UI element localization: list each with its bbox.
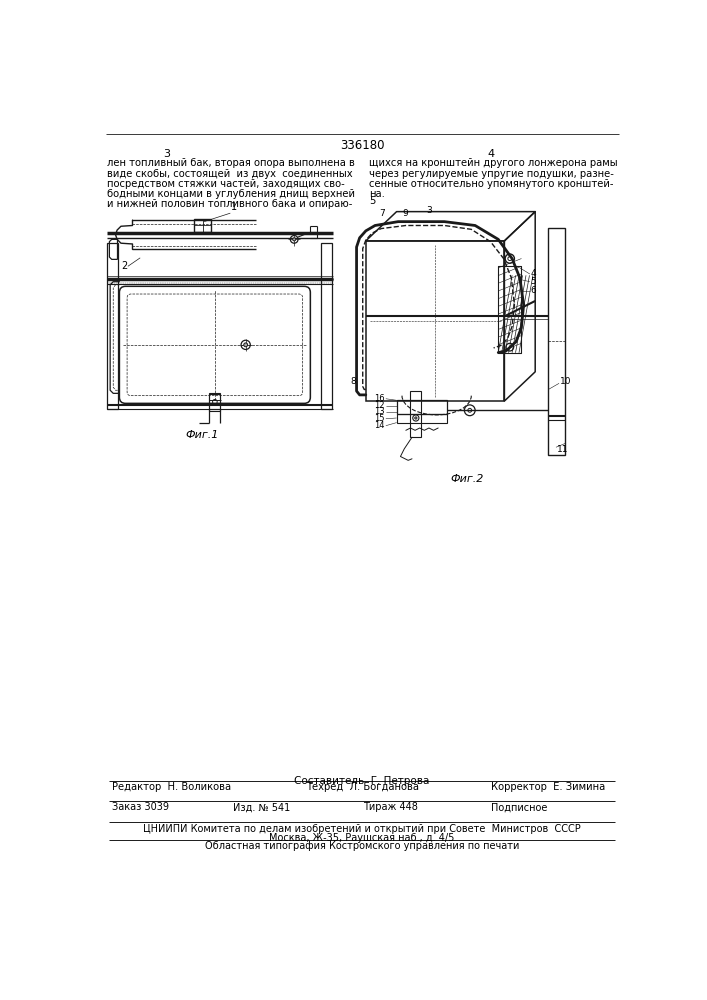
Circle shape [293,238,296,241]
Text: 6: 6 [530,286,537,295]
Circle shape [244,343,247,347]
Text: 9: 9 [402,209,408,218]
Text: лен топливный бак, вторая опора выполнена в: лен топливный бак, вторая опора выполнен… [107,158,355,168]
Text: 14: 14 [375,421,385,430]
Bar [209,394,221,411]
Text: 12: 12 [375,401,385,410]
Bar [194,219,211,232]
Text: на.: на. [369,189,385,199]
Bar [397,400,447,414]
Text: ЦНИИПИ Комитета по делам изобретений и открытий при Совете  Министров  СССР: ЦНИИПИ Комитета по делам изобретений и о… [143,824,581,834]
Text: 5: 5 [369,196,375,206]
Text: виде скобы, состоящей  из двух  соединенных: виде скобы, состоящей из двух соединенны… [107,169,353,179]
Text: Фиг.2: Фиг.2 [451,474,484,484]
Text: сенные относительно упомянутого кронштей-: сенные относительно упомянутого кронштей… [369,179,614,189]
Text: Изд. № 541: Изд. № 541 [233,802,290,812]
Text: 2: 2 [121,261,127,271]
Text: Подписное: Подписное [491,802,547,812]
Bar [549,228,565,455]
Bar [107,243,118,409]
Bar [411,391,421,437]
Text: Тираж 448: Тираж 448 [363,802,419,812]
Text: 336180: 336180 [339,139,384,152]
Text: через регулируемые упругие подушки, разне-: через регулируемые упругие подушки, разн… [369,169,614,179]
Text: 16: 16 [375,394,385,403]
Text: Фиг.1: Фиг.1 [185,430,218,440]
Text: Корректор  Е. Зимина: Корректор Е. Зимина [491,782,604,792]
Text: 1: 1 [231,202,237,212]
Text: посредством стяжки частей, заходящих сво-: посредством стяжки частей, заходящих сво… [107,179,345,189]
Text: Редактор  Н. Воликова: Редактор Н. Воликова [112,782,230,792]
Text: 4: 4 [487,149,494,159]
Circle shape [415,417,417,419]
Bar [366,241,504,401]
Text: 8: 8 [350,377,356,386]
Text: Составитель  Г. Петрова: Составитель Г. Петрова [294,776,430,786]
Text: 10: 10 [560,377,571,386]
Text: Областная типография Костромского управления по печати: Областная типография Костромского управл… [205,841,519,851]
Text: 15: 15 [375,414,385,423]
Text: Заказ 3039: Заказ 3039 [112,802,169,812]
Text: 13: 13 [375,407,385,416]
Text: 3: 3 [163,149,170,159]
Text: щихся на кронштейн другого лонжерона рамы: щихся на кронштейн другого лонжерона рам… [369,158,617,168]
Text: Москва, Ж-35, Раушская наб., д. 4/5: Москва, Ж-35, Раушская наб., д. 4/5 [269,833,455,843]
Text: 11: 11 [557,445,568,454]
Text: 5: 5 [530,277,537,286]
Text: 7: 7 [379,209,385,218]
Text: Техред  Л. Богданова: Техред Л. Богданова [305,782,419,792]
Bar [397,414,447,423]
Text: 3: 3 [426,206,433,215]
Bar [209,393,221,409]
Text: 4: 4 [530,269,536,278]
Text: и нижней половин топливного бака и опираю-: и нижней половин топливного бака и опира… [107,199,353,209]
Text: бодными концами в углубления днищ верхней: бодными концами в углубления днищ верхне… [107,189,355,199]
Bar [321,243,332,409]
